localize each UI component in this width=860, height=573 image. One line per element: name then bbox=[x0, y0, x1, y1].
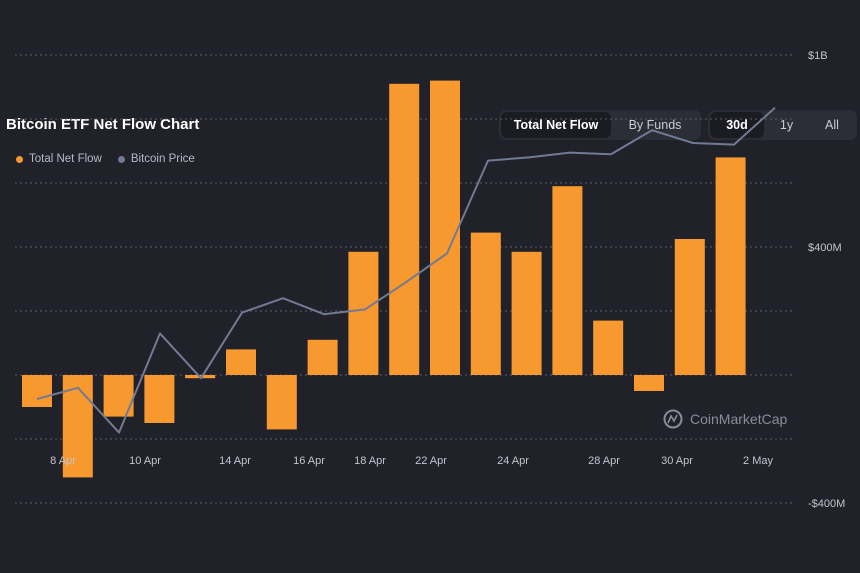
y-tick-label: $1B bbox=[808, 50, 828, 62]
x-tick-label: 28 Apr bbox=[588, 455, 620, 467]
flow-bar[interactable] bbox=[22, 375, 52, 407]
flow-bar[interactable] bbox=[62, 375, 93, 478]
x-tick-label: 16 Apr bbox=[293, 455, 325, 467]
flow-bar[interactable] bbox=[552, 186, 583, 375]
flow-bar[interactable] bbox=[511, 251, 542, 375]
watermark: CoinMarketCap bbox=[663, 409, 787, 429]
x-tick-label: 22 Apr bbox=[415, 455, 447, 467]
flow-bar[interactable] bbox=[715, 157, 746, 375]
flow-bar[interactable] bbox=[266, 375, 297, 430]
flow-bar[interactable] bbox=[307, 339, 338, 375]
x-tick-label: 10 Apr bbox=[129, 455, 161, 467]
legend-dot-flow bbox=[16, 155, 23, 163]
price-line[interactable] bbox=[36, 107, 776, 434]
tab-all[interactable]: All bbox=[825, 118, 839, 132]
flow-bar[interactable] bbox=[226, 349, 256, 375]
coinmarketcap-logo-icon bbox=[663, 409, 683, 429]
y-tick-label: $400M bbox=[808, 242, 842, 254]
legend-label-flow: Total Net Flow bbox=[29, 153, 102, 165]
x-tick-label: 30 Apr bbox=[661, 455, 693, 467]
tab-by-funds[interactable]: By Funds bbox=[628, 118, 682, 132]
flow-bar[interactable] bbox=[593, 320, 624, 375]
x-tick-label: 24 Apr bbox=[497, 455, 529, 467]
flow-bar[interactable] bbox=[348, 251, 379, 375]
flow-bar[interactable] bbox=[389, 83, 420, 376]
flow-bar[interactable] bbox=[144, 375, 175, 423]
x-tick-label: 2 May bbox=[743, 455, 773, 467]
flow-bar[interactable] bbox=[470, 232, 501, 375]
x-tick-label: 14 Apr bbox=[219, 455, 251, 467]
tab-1y[interactable]: 1y bbox=[779, 118, 794, 132]
legend-item-price[interactable]: Bitcoin Price bbox=[117, 153, 195, 165]
flow-bar[interactable] bbox=[674, 239, 705, 375]
flow-bar[interactable] bbox=[634, 375, 664, 391]
chart-legend: Total Net Flow Bitcoin Price bbox=[16, 153, 195, 165]
x-tick-label: 18 Apr bbox=[354, 455, 386, 467]
flow-bar[interactable] bbox=[430, 80, 460, 375]
y-tick-label: -$400M bbox=[808, 498, 845, 510]
x-tick-label: 8 Apr bbox=[50, 455, 76, 467]
coinmarketcap-mark-icon bbox=[667, 414, 678, 424]
legend-label-price: Bitcoin Price bbox=[130, 153, 195, 165]
chart-title: Bitcoin ETF Net Flow Chart bbox=[6, 116, 200, 133]
watermark-text: CoinMarketCap bbox=[690, 411, 787, 427]
legend-dot-price bbox=[117, 155, 125, 163]
tab-total-net-flow[interactable]: Total Net Flow bbox=[501, 112, 611, 138]
legend-item-flow[interactable]: Total Net Flow bbox=[16, 153, 102, 165]
